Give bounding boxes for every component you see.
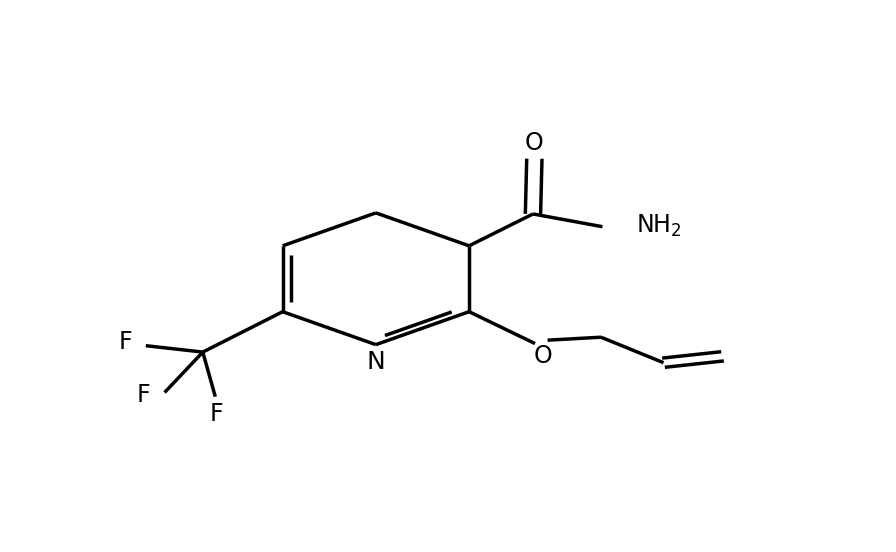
Text: F: F [210,402,223,426]
Text: F: F [118,330,132,354]
Text: O: O [534,344,553,368]
Text: N: N [366,351,385,374]
Text: F: F [137,383,151,407]
Text: NH$_2$: NH$_2$ [636,213,682,238]
Text: O: O [525,130,544,155]
